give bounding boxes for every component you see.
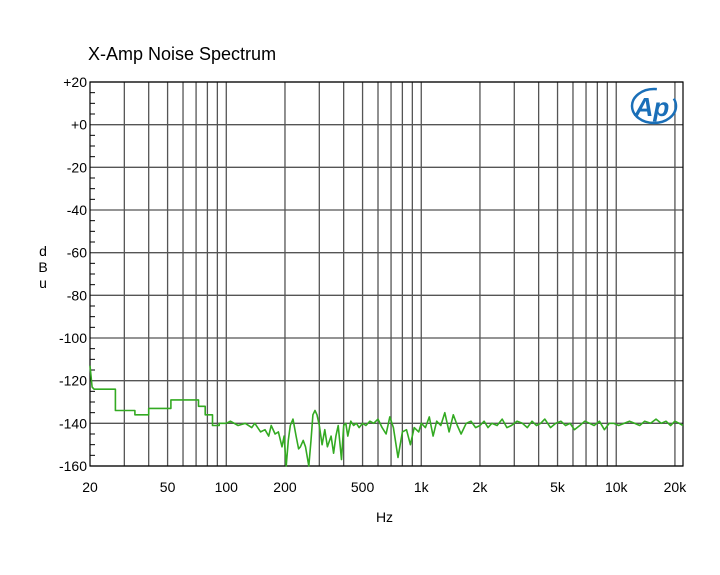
x-tick-label: 500: [351, 479, 375, 495]
ap-logo: Ap: [630, 87, 678, 125]
chart-title: X-Amp Noise Spectrum: [88, 44, 277, 64]
y-tick-label: -20: [67, 159, 87, 175]
x-tick-label: 10k: [605, 479, 629, 495]
x-tick-label: 1k: [414, 479, 430, 495]
y-axis-label-letter: u: [39, 275, 47, 291]
y-tick-labels: +20 +0 -20 -40 -60 -80 -100 -120 -140 -160: [59, 74, 87, 474]
x-tick-label: 200: [273, 479, 297, 495]
y-tick-label: -120: [59, 373, 87, 389]
y-minor-ticks: [90, 92, 95, 456]
logo-ring: [630, 87, 678, 125]
y-tick-label: -60: [67, 245, 87, 261]
x-tick-label: 2k: [473, 479, 489, 495]
y-axis-label-letter: d: [39, 243, 47, 259]
y-tick-label: +20: [63, 74, 87, 90]
y-tick-label: +0: [71, 117, 87, 133]
logo-text: Ap: [634, 92, 670, 122]
x-tick-label: 100: [215, 479, 239, 495]
noise-series-line: [89, 365, 684, 467]
y-tick-label: -40: [67, 202, 87, 218]
grid-lines: [90, 81, 683, 467]
x-tick-labels: 20 50 100 200 500 1k 2k 5k 10k 20k: [82, 479, 687, 495]
y-tick-label: -160: [59, 458, 87, 474]
x-axis-label: Hz: [376, 509, 393, 525]
y-axis-label-letter: B: [38, 259, 48, 275]
x-tick-label: 20k: [664, 479, 688, 495]
y-tick-label: -140: [59, 415, 87, 431]
x-tick-label: 50: [160, 479, 176, 495]
series-layer: [89, 365, 684, 467]
x-tick-label: 20: [82, 479, 98, 495]
x-tick-label: 5k: [550, 479, 566, 495]
y-tick-label: -80: [67, 287, 87, 303]
plot-frame: [89, 81, 684, 467]
y-tick-label: -100: [59, 330, 87, 346]
